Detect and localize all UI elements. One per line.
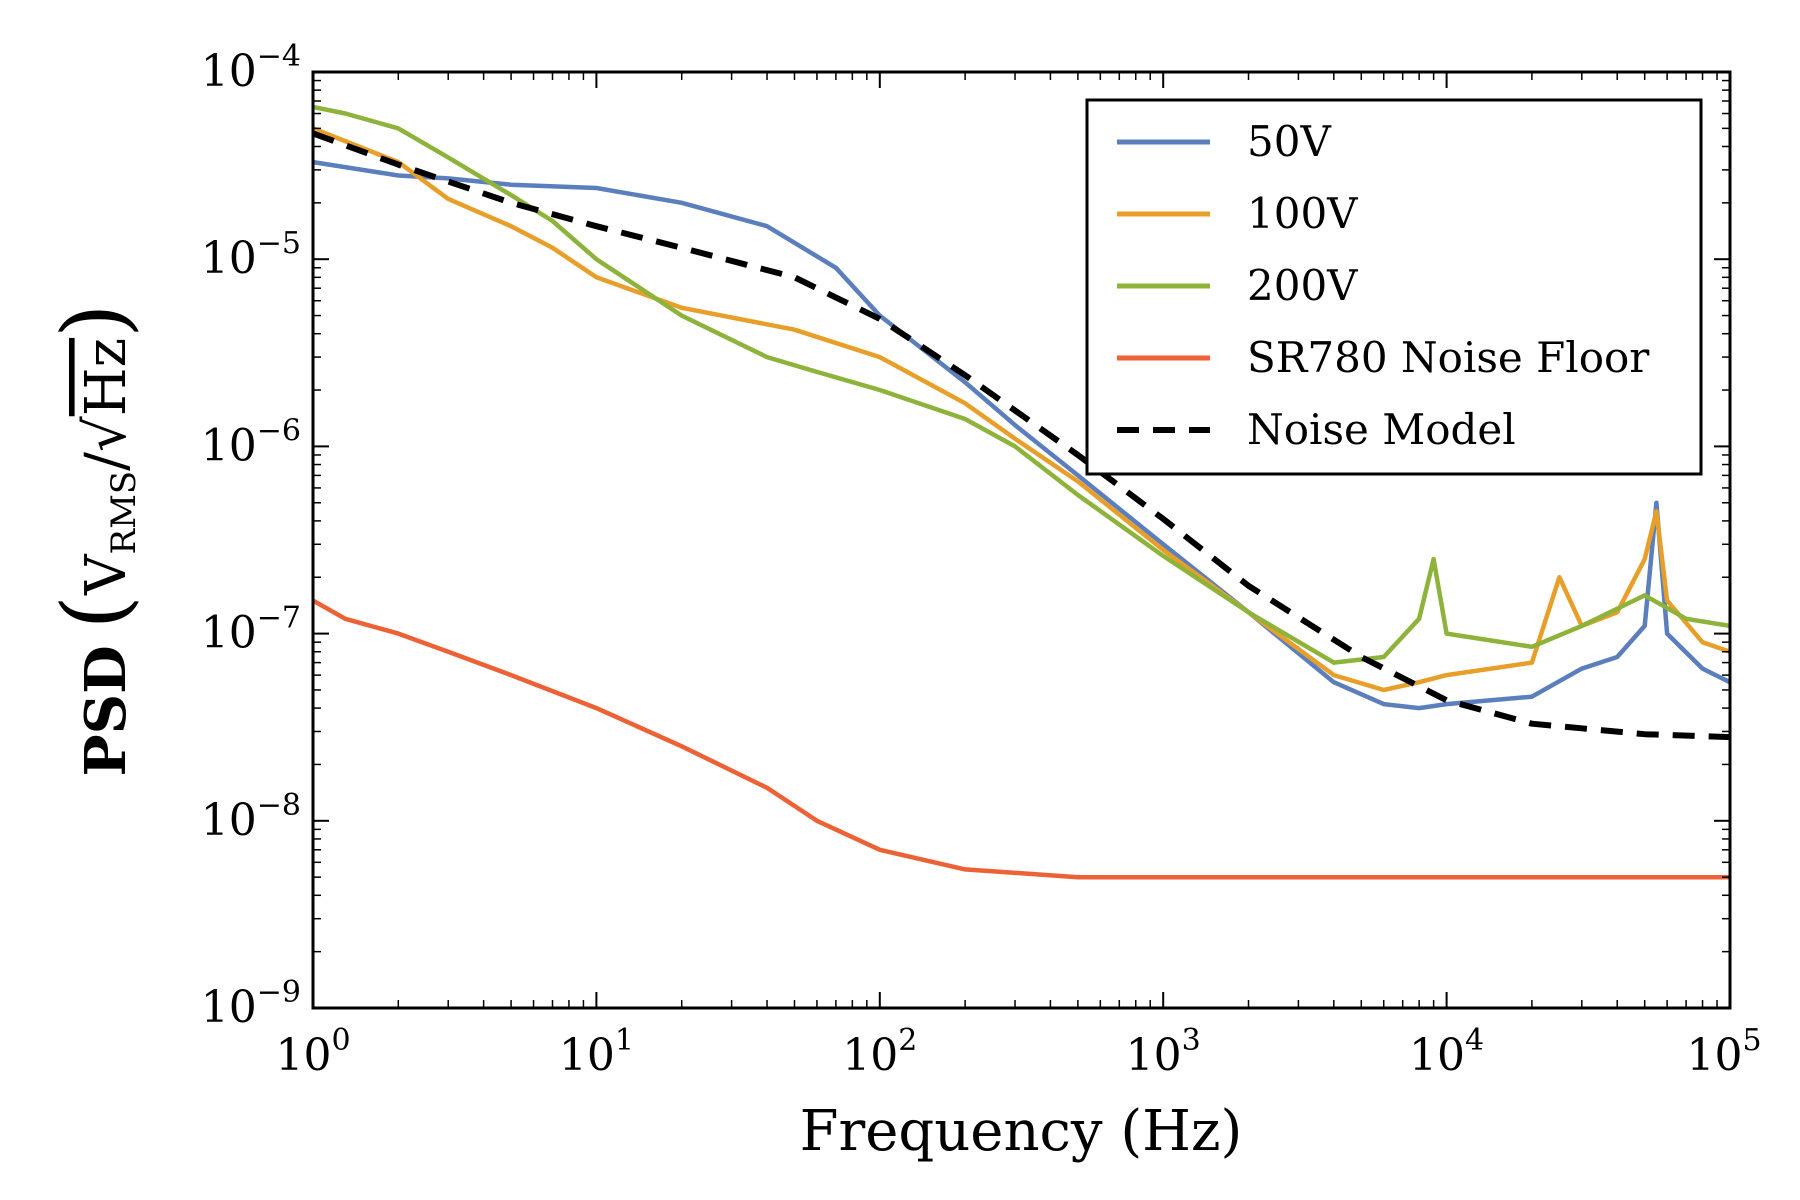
series-line-sr780-noise-floor bbox=[313, 598, 1730, 880]
x-tick-label: 102 bbox=[842, 1023, 917, 1081]
legend-label-50v: 50V bbox=[1247, 117, 1331, 166]
series-layer bbox=[313, 104, 1730, 880]
legend: 50V 100V 200V SR780 Noise Floor Noise Model bbox=[1085, 98, 1703, 476]
y-axis-prefix: PSD bbox=[73, 645, 139, 776]
plot-frame bbox=[311, 70, 1732, 1010]
y-axis-unit-base: V bbox=[74, 553, 139, 596]
y-tick-label: 10−8 bbox=[201, 788, 301, 846]
y-tick-label: 10−6 bbox=[201, 413, 301, 471]
y-tick-label: 10−7 bbox=[201, 601, 301, 659]
y-axis-unit-sep: / bbox=[74, 452, 139, 471]
x-tick-label: 101 bbox=[559, 1023, 634, 1081]
svg-text:PSD(VRMS/√Hz): PSD(VRMS/√Hz) bbox=[43, 304, 146, 777]
series-line-50v bbox=[313, 159, 1730, 711]
y-tick-label: 10−4 bbox=[201, 39, 301, 97]
x-tick-label: 104 bbox=[1409, 1023, 1484, 1081]
legend-label-noise-model: Noise Model bbox=[1247, 405, 1516, 454]
y-axis-unit-den: Hz bbox=[74, 338, 139, 416]
y-axis-unit-sqrt: √ bbox=[74, 416, 139, 452]
y-axis-unit-sub: RMS bbox=[104, 471, 144, 555]
x-tick-label: 100 bbox=[275, 1023, 350, 1081]
series-line-noise-model bbox=[313, 130, 1730, 741]
legend-label-100v: 100V bbox=[1247, 189, 1358, 238]
series-line-200v bbox=[313, 104, 1730, 665]
x-tick-label: 103 bbox=[1126, 1023, 1201, 1081]
y-axis-title: PSD(VRMS/√Hz) bbox=[43, 304, 146, 777]
y-tick-label: 10−5 bbox=[201, 226, 301, 284]
legend-label-200v: 200V bbox=[1247, 261, 1358, 310]
x-tick-label: 105 bbox=[1686, 1023, 1761, 1081]
tick-layer bbox=[312, 71, 1731, 1009]
x-axis-title: Frequency (Hz) bbox=[800, 1099, 1243, 1164]
tick-label-layer: 100 101 102 103 104 105 10−9 10−8 10−7 10−6 10−5 10… bbox=[201, 39, 1762, 1081]
y-tick-label: 10−9 bbox=[201, 975, 301, 1033]
legend-label-sr780-noise-floor: SR780 Noise Floor bbox=[1247, 333, 1650, 382]
